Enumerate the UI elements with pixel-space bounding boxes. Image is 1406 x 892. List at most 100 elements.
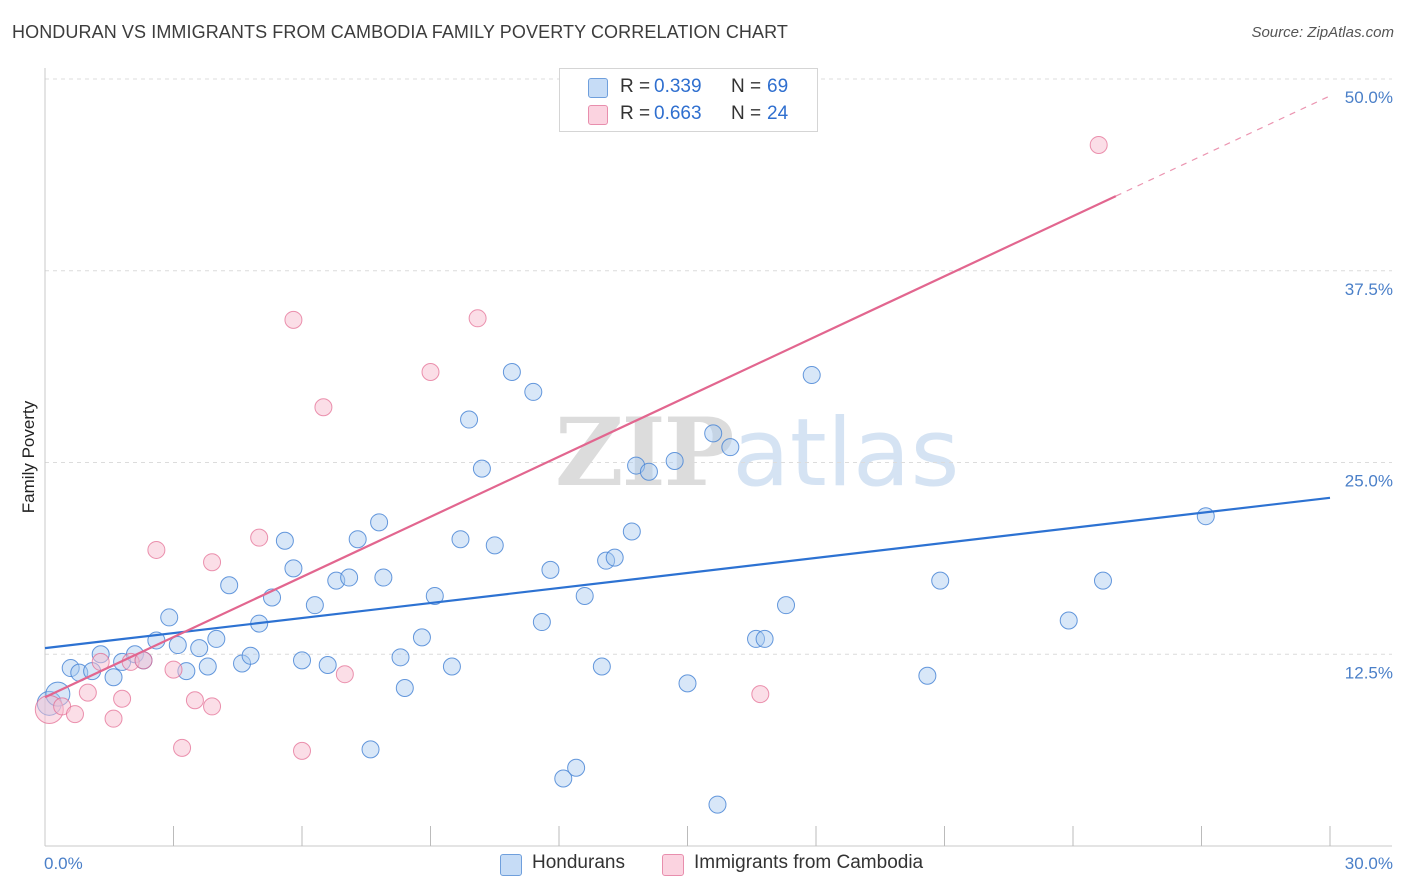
legend: R = 0.339 N = 69 R = 0.663 N = 24 — [559, 68, 818, 132]
data-point-hondurans — [168, 636, 187, 655]
data-point-hondurans — [541, 560, 560, 579]
y-tick-label: 37.5% — [1345, 280, 1393, 299]
data-point-hondurans — [190, 639, 209, 658]
legend-n-label: N = — [731, 76, 762, 97]
data-point-cambodia — [78, 683, 97, 702]
data-point-cambodia — [185, 691, 204, 710]
data-point-cambodia — [203, 553, 222, 572]
data-point-hondurans — [575, 586, 594, 605]
data-point-hondurans — [622, 522, 641, 541]
data-point-hondurans — [554, 769, 573, 788]
watermark-atlas: atlas — [732, 399, 960, 508]
data-point-hondurans — [802, 366, 821, 385]
legend-n-label: N = — [731, 103, 762, 124]
data-point-hondurans — [678, 674, 697, 693]
data-point-cambodia — [293, 741, 311, 760]
data-point-hondurans — [220, 576, 239, 595]
data-point-hondurans — [241, 646, 260, 665]
data-point-hondurans — [704, 424, 723, 443]
legend-n-value: 24 — [767, 103, 789, 124]
data-point-hondurans — [592, 657, 611, 676]
data-point-hondurans — [755, 629, 774, 648]
y-tick-label: 25.0% — [1345, 472, 1393, 491]
x-tick-label: 30.0% — [1345, 854, 1393, 873]
data-point-hondurans — [502, 362, 521, 381]
data-point-cambodia — [250, 528, 269, 547]
data-point-hondurans — [918, 666, 937, 685]
y-tick-label: 12.5% — [1345, 663, 1393, 682]
data-point-hondurans — [412, 628, 431, 647]
data-point-hondurans — [370, 513, 389, 532]
data-point-hondurans — [931, 571, 950, 590]
data-point-cambodia — [468, 309, 487, 328]
data-point-hondurans — [198, 657, 217, 676]
data-point-hondurans — [472, 459, 491, 478]
data-point-cambodia — [113, 689, 132, 708]
data-point-cambodia — [173, 738, 192, 757]
data-point-cambodia — [421, 362, 440, 381]
data-point-hondurans — [605, 548, 624, 567]
axes — [44, 68, 1392, 847]
data-point-hondurans — [425, 586, 444, 605]
data-point-hondurans — [293, 651, 311, 670]
trend-line-cambodia-extension — [1115, 95, 1331, 197]
data-point-hondurans — [524, 382, 543, 401]
data-point-hondurans — [361, 740, 380, 759]
data-point-hondurans — [104, 668, 123, 687]
legend-r-label: R = — [620, 103, 651, 124]
legend-n-value: 69 — [767, 76, 789, 97]
data-point-hondurans — [305, 596, 324, 615]
data-point-hondurans — [1059, 611, 1078, 630]
x-tick-label: 0.0% — [44, 854, 83, 873]
data-point-cambodia — [164, 660, 183, 679]
data-point-hondurans — [532, 613, 551, 632]
data-point-hondurans — [61, 659, 80, 678]
data-point-hondurans — [721, 438, 740, 457]
data-point-cambodia — [284, 310, 303, 329]
y-tick-label: 50.0% — [1345, 88, 1393, 107]
data-point-hondurans — [567, 758, 586, 777]
data-point-hondurans — [318, 655, 337, 674]
legend-swatch-cambodia — [588, 105, 608, 125]
data-point-hondurans — [665, 451, 684, 470]
data-point-hondurans — [391, 648, 410, 667]
data-point-hondurans — [374, 568, 393, 587]
data-point-hondurans — [275, 531, 294, 550]
y-axis-label: Family Poverty — [19, 400, 38, 513]
data-point-hondurans — [1093, 571, 1112, 590]
data-point-cambodia — [104, 709, 123, 728]
data-point-hondurans — [708, 795, 727, 814]
series-cambodia — [34, 135, 1108, 760]
data-point-cambodia — [314, 398, 333, 417]
data-point-hondurans — [1196, 507, 1215, 526]
series-hondurans — [36, 362, 1215, 814]
trend-line-cambodia — [44, 195, 1117, 699]
bottom-legend-swatch-hondurans — [500, 854, 522, 876]
data-point-hondurans — [451, 530, 470, 549]
legend-swatch-hondurans — [588, 78, 608, 98]
chart-title: HONDURAN VS IMMIGRANTS FROM CAMBODIA FAM… — [12, 22, 789, 42]
data-point-cambodia — [65, 705, 84, 724]
legend-r-value: 0.339 — [654, 76, 702, 97]
legend-r-value: 0.663 — [654, 103, 702, 124]
data-point-hondurans — [639, 462, 658, 481]
legend-r-label: R = — [620, 76, 651, 97]
data-point-cambodia — [335, 665, 354, 684]
data-point-hondurans — [460, 410, 479, 429]
data-point-hondurans — [207, 629, 226, 648]
data-point-hondurans — [340, 568, 359, 587]
bottom-legend-swatch-cambodia — [662, 854, 684, 876]
data-point-hondurans — [284, 559, 303, 578]
data-point-cambodia — [1089, 135, 1108, 154]
source-label: Source: ZipAtlas.com — [1251, 24, 1394, 41]
data-point-hondurans — [442, 657, 461, 676]
data-point-cambodia — [751, 685, 770, 704]
data-point-hondurans — [485, 536, 504, 555]
data-point-cambodia — [147, 540, 166, 559]
bottom-legend-label-hondurans: Hondurans — [532, 852, 625, 873]
data-point-cambodia — [203, 697, 222, 716]
bottom-legend-label-cambodia: Immigrants from Cambodia — [694, 852, 924, 873]
data-point-hondurans — [777, 596, 796, 615]
tick-labels: 12.5% 25.0% 37.5% 50.0% 0.0% 30.0% — [44, 88, 1393, 873]
